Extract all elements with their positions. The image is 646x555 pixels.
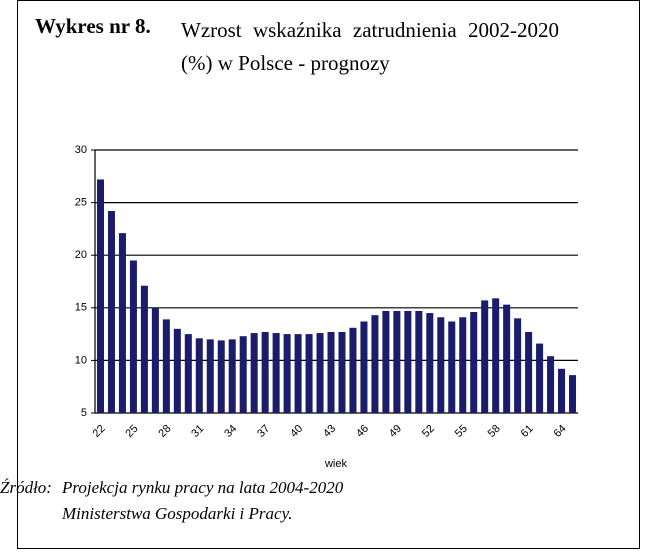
chart-title: Wzrost wskaźnika zatrudnienia 2002-2020 …: [181, 18, 559, 75]
bar: [415, 310, 423, 413]
y-tick-label: 10: [75, 354, 87, 366]
bar: [162, 319, 170, 413]
bar: [173, 328, 181, 413]
bar: [316, 333, 324, 413]
source-line: Projekcja rynku pracy na lata 2004-2020: [62, 478, 344, 497]
x-tick-label: 40: [288, 423, 305, 440]
bar: [140, 285, 148, 413]
x-tick-label: 22: [91, 423, 108, 440]
x-tick-label: 28: [156, 423, 173, 440]
bar: [217, 340, 225, 413]
bar: [503, 304, 511, 413]
bar: [195, 338, 203, 413]
bar: [206, 339, 214, 413]
bar: [382, 310, 390, 413]
bar: [459, 317, 467, 413]
y-tick-label: 15: [75, 302, 87, 314]
bar: [470, 312, 478, 413]
bar: [272, 333, 280, 413]
bar: [338, 331, 346, 413]
bar: [536, 343, 544, 413]
bar: [305, 334, 313, 413]
bar: [228, 339, 236, 413]
bar: [371, 315, 379, 413]
bar: [349, 327, 357, 413]
x-tick-label: 46: [354, 423, 371, 440]
bar: [129, 260, 137, 413]
y-tick-label: 30: [75, 144, 87, 156]
bar: [294, 334, 302, 413]
frame: [17, 0, 640, 549]
bar: [327, 331, 335, 413]
y-tick-label: 25: [75, 197, 87, 209]
bar: [481, 300, 489, 413]
x-tick-label: 58: [486, 423, 503, 440]
bar: [525, 331, 533, 413]
y-tick-label: 5: [81, 407, 87, 419]
x-tick-label: 37: [255, 423, 272, 440]
x-tick-label: 34: [222, 423, 239, 440]
x-tick-label: 25: [123, 423, 140, 440]
chart: wiek 5 10 15 20 25 30 22 25 28 31 34 37 40 43 46 49 52 55…: [75, 144, 578, 470]
bar: [568, 375, 577, 413]
bar: [547, 356, 555, 413]
source-line: Ministerstwa Gospodarki i Pracy.: [62, 504, 293, 523]
bar: [283, 334, 291, 413]
y-tick-label: 20: [75, 249, 87, 261]
x-tick-label: 43: [321, 423, 338, 440]
source-label: Źródło:: [0, 478, 52, 497]
bar: [151, 307, 159, 413]
bar: [426, 313, 434, 413]
x-tick-label: 31: [189, 423, 206, 440]
x-tick-label: 55: [453, 423, 470, 440]
bar: [96, 179, 105, 413]
bar: [448, 321, 456, 413]
x-axis-label: wiek: [324, 458, 348, 470]
bar: [118, 233, 126, 413]
bar: [250, 333, 258, 413]
bar: [404, 310, 412, 413]
x-tick-label: 64: [552, 423, 569, 440]
x-tick-label: 61: [519, 423, 536, 440]
bar: [492, 298, 500, 413]
bar: [184, 334, 192, 413]
bar: [514, 318, 522, 413]
bar: [393, 310, 401, 413]
bar: [558, 368, 566, 413]
x-tick-label: 49: [387, 423, 404, 440]
bar: [437, 317, 445, 413]
x-tick-label: 52: [420, 423, 437, 440]
bar: [107, 211, 115, 413]
bar: [239, 336, 247, 413]
bar: [360, 321, 368, 413]
bar: [261, 331, 269, 413]
title-label: Wykres nr 8.: [35, 14, 151, 38]
